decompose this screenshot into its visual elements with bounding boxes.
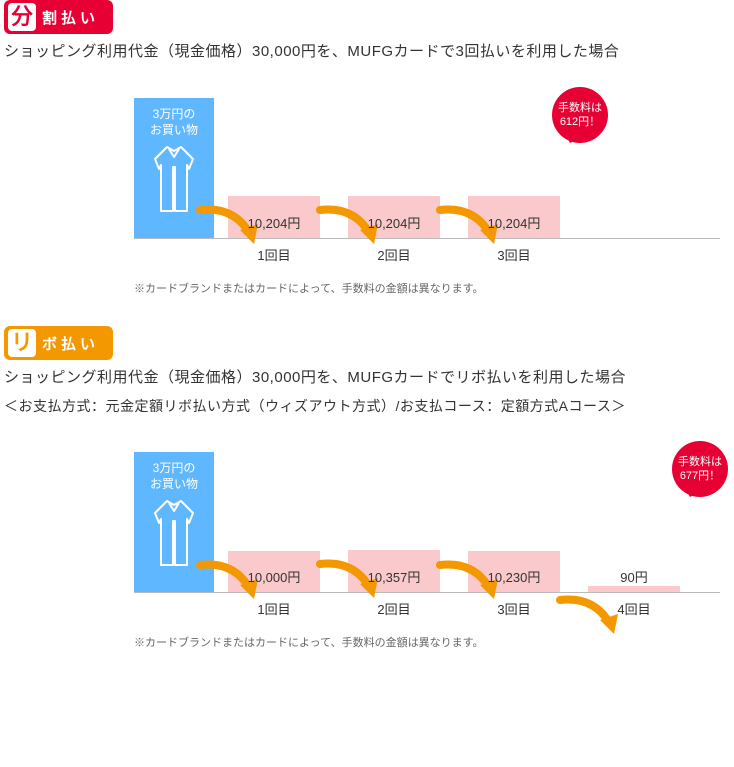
arrow-icon xyxy=(554,594,624,649)
installment-lead: ショッピング利用代金（現金価格）30,000円を、MUFGカードで3回払いを利用… xyxy=(4,40,730,63)
fee-bubble: 手数料は 612円！ xyxy=(552,87,608,143)
bubble-line2: 677円！ xyxy=(678,469,722,483)
payment-col: 10,230円 xyxy=(454,551,574,592)
jacket-icon xyxy=(149,499,199,569)
revolving-lead: ショッピング利用代金（現金価格）30,000円を、MUFGカードでリボ払いを利用… xyxy=(4,366,730,389)
payment-bar xyxy=(588,586,680,592)
badge-big-char: リ xyxy=(8,329,36,357)
installment-badge: 分 割払い xyxy=(4,0,113,34)
purchase-line2: お買い物 xyxy=(134,122,214,138)
payment-amount: 10,204円 xyxy=(454,213,574,232)
purchase-line2: お買い物 xyxy=(134,476,214,492)
installment-note: ※カードブランドまたはカードによって、手数料の金額は異なります。 xyxy=(4,270,730,296)
installment-section: 分 割払い ショッピング利用代金（現金価格）30,000円を、MUFGカードで3… xyxy=(0,0,734,326)
bubble-line2: 612円！ xyxy=(558,115,602,129)
purchase-line1: 3万円の xyxy=(134,106,214,122)
jacket-icon xyxy=(149,145,199,215)
installment-chart-wrap: 3万円の お買い物 10,204円10,204円10,204円 手数料は 612… xyxy=(4,69,730,270)
purchase-line1: 3万円の xyxy=(134,460,214,476)
revolving-chart: 3万円の お買い物 10,000円10,357円10,230円90円 手数料は … xyxy=(134,453,720,593)
revolving-chart-wrap: 3万円の お買い物 10,000円10,357円10,230円90円 手数料は … xyxy=(4,423,730,624)
bubble-line1: 手数料は xyxy=(558,101,602,115)
badge-big-char: 分 xyxy=(8,3,36,31)
badge-rest: ボ払い xyxy=(42,333,99,354)
installment-chart: 3万円の お買い物 10,204円10,204円10,204円 手数料は 612… xyxy=(134,99,720,239)
payment-amount: 10,230円 xyxy=(454,567,574,586)
payment-col: 10,204円 xyxy=(454,196,574,238)
revolving-sublead: ＜お支払方式：元金定額リボ払い方式（ウィズアウト方式）/お支払コース：定額方式A… xyxy=(4,396,730,418)
revolving-badge: リ ボ払い xyxy=(4,326,113,360)
revolving-section: リ ボ払い ショッピング利用代金（現金価格）30,000円を、MUFGカードでリ… xyxy=(0,326,734,680)
bubble-line1: 手数料は xyxy=(678,455,722,469)
fee-bubble: 手数料は 677円！ xyxy=(672,441,728,497)
badge-rest: 割払い xyxy=(42,7,99,28)
payment-amount: 90円 xyxy=(574,567,694,586)
payment-col: 90円 xyxy=(574,586,694,592)
